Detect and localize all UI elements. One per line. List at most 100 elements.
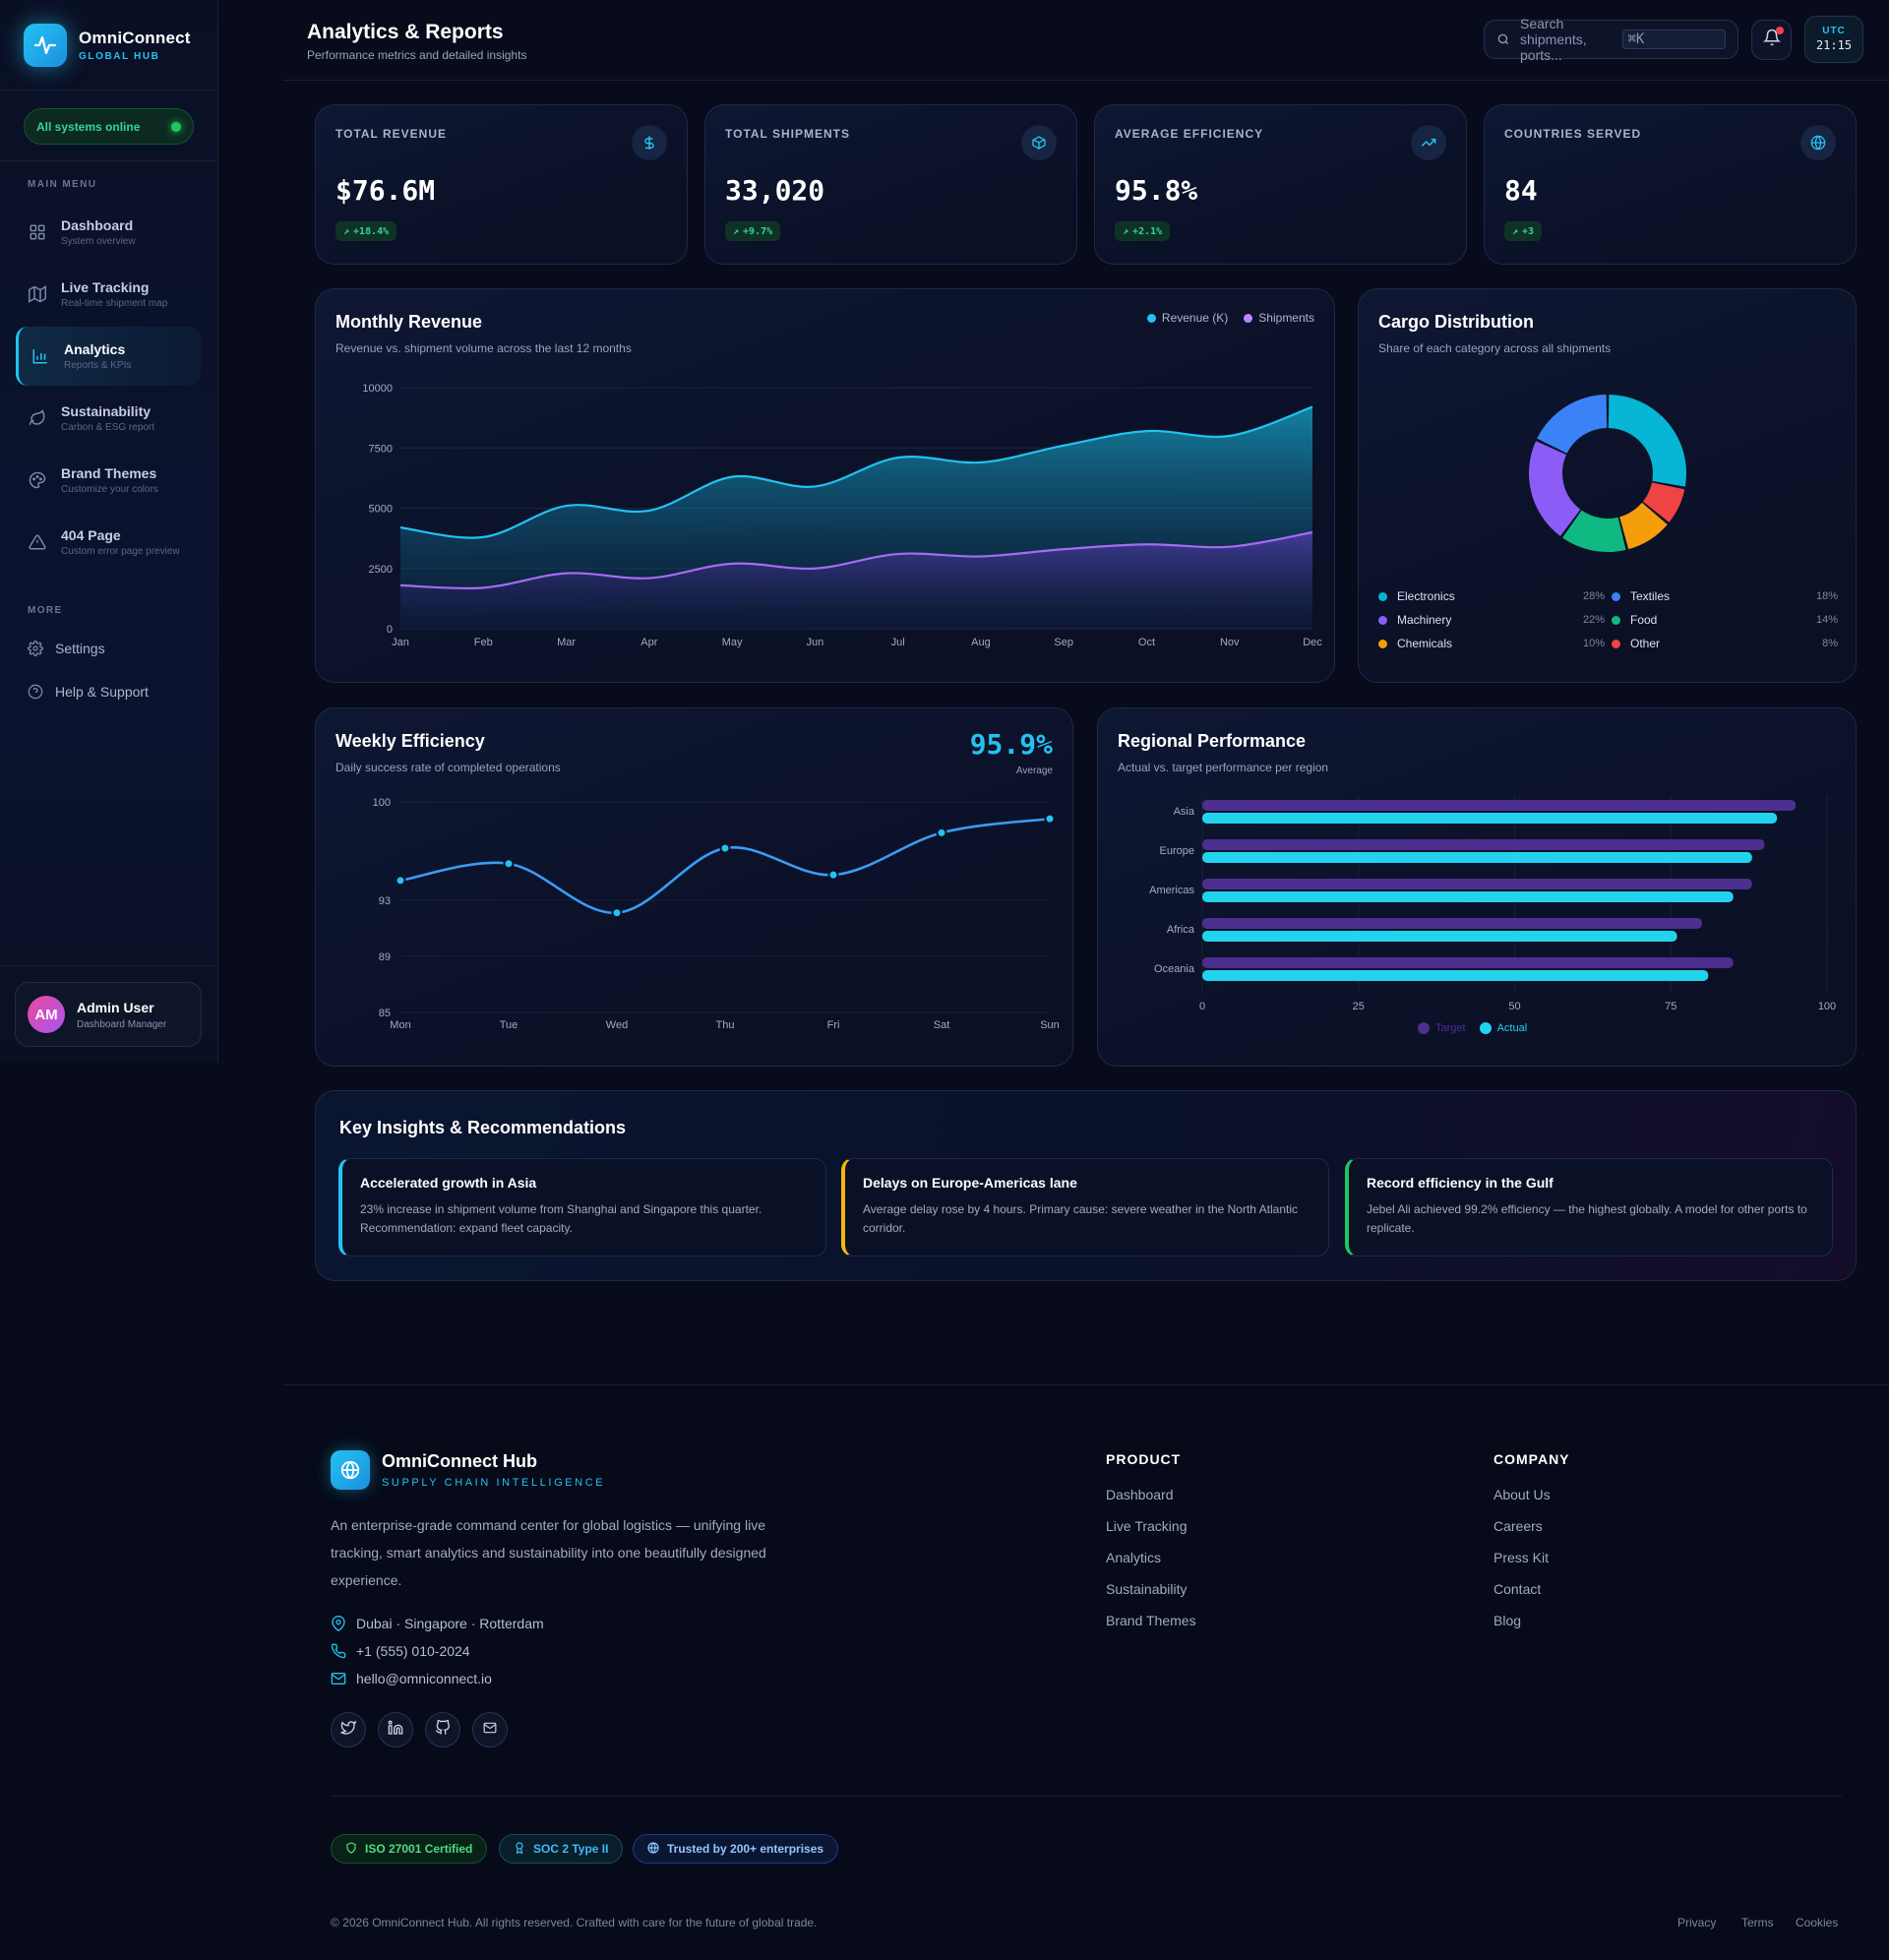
github-button[interactable] (425, 1712, 460, 1747)
legend-item: Textiles 18% (1612, 589, 1838, 603)
dollar-icon (632, 125, 667, 160)
warning-icon (28, 532, 47, 552)
badge-label: SOC 2 Type II (533, 1842, 609, 1856)
x-tick-label: Sep (1054, 637, 1073, 648)
data-point (395, 875, 406, 887)
sidebar-item-sustainability[interactable]: Sustainability Carbon & ESG report (16, 389, 201, 448)
legend-label: Revenue (K) (1161, 311, 1229, 325)
x-tick-label: Wed (606, 1019, 628, 1031)
sidebar-item-label: Live Tracking (61, 279, 150, 295)
legend-percent: 28% (1582, 590, 1605, 602)
weekly-efficiency-card: Weekly Efficiency Daily success rate of … (315, 707, 1073, 1067)
footer-link[interactable]: Press Kit (1493, 1550, 1550, 1565)
footer-link[interactable]: Brand Themes (1106, 1613, 1196, 1628)
leaf-icon (28, 408, 47, 428)
legend-percent: 8% (1822, 638, 1838, 649)
legend-percent: 14% (1815, 614, 1838, 626)
status-dot-icon (171, 121, 181, 132)
sidebar-item-analytics[interactable]: Analytics Reports & KPIs (16, 327, 201, 386)
y-tick-label: 100 (373, 797, 391, 809)
footer-link[interactable]: Live Tracking (1106, 1518, 1188, 1534)
footer-link[interactable]: About Us (1493, 1487, 1551, 1502)
kpi-value: 33,020 (725, 174, 825, 207)
series-line (399, 405, 1313, 539)
y-tick-label: 85 (379, 1008, 391, 1019)
sidebar-item-live-tracking[interactable]: Live Tracking Real-time shipment map (16, 265, 201, 324)
user-card[interactable]: AM Admin User Dashboard Manager (15, 982, 202, 1047)
y-tick-label: 5000 (369, 504, 393, 516)
clock-time: 21:15 (1815, 38, 1853, 52)
avatar: AM (28, 996, 65, 1033)
help-icon (28, 684, 43, 700)
footer-link[interactable]: Careers (1493, 1518, 1543, 1534)
bar-actual (1202, 931, 1677, 942)
insight-title: Record efficiency in the Gulf (1367, 1175, 1554, 1191)
footer-phone[interactable]: +1 (555) 010-2024 (331, 1643, 470, 1659)
trending-up-icon: ↗ (1123, 225, 1129, 237)
search-shortcut: ⌘K (1621, 30, 1726, 49)
regional-performance-card: Regional Performance Actual vs. target p… (1097, 707, 1857, 1067)
monthly-revenue-card: Monthly Revenue Revenue vs. shipment vol… (315, 288, 1335, 683)
kpi-card-average-efficiency: AVERAGE EFFICIENCY 95.8% ↗ +2.1% (1094, 104, 1467, 265)
insights-title: Key Insights & Recommendations (339, 1118, 627, 1137)
mail-icon (331, 1671, 346, 1686)
kpi-card-countries-served: COUNTRIES SERVED 84 ↗ +3 (1484, 104, 1857, 265)
award-icon (514, 1841, 525, 1857)
sidebar-item-sub: Real-time shipment map (61, 298, 168, 309)
chart-title: Cargo Distribution (1378, 312, 1534, 332)
sidebar-item-help[interactable]: Help & Support (28, 684, 149, 700)
weekly-efficiency-chart: 85 89 93 100 Mon Tue Wed Thu Fri Sat Sun (373, 797, 1060, 1031)
x-tick-label: Thu (716, 1019, 735, 1031)
footer-link[interactable]: Blog (1493, 1613, 1522, 1628)
footer-description: An enterprise-grade command center for g… (331, 1517, 766, 1588)
twitter-icon (340, 1719, 357, 1741)
x-tick-label: Dec (1303, 637, 1322, 648)
search-input[interactable]: Search shipments, ports... ⌘K (1484, 16, 1738, 63)
map-pin-icon (331, 1616, 346, 1632)
github-icon (435, 1719, 451, 1741)
notifications-button[interactable] (1751, 20, 1792, 60)
x-tick-label: Nov (1220, 637, 1240, 648)
x-tick-label: 100 (1818, 1001, 1836, 1012)
insight-title: Delays on Europe-Americas lane (863, 1175, 1077, 1191)
top-bar: Analytics & Reports Performance metrics … (283, 0, 1889, 81)
kpi-value: 84 (1504, 174, 1538, 207)
sidebar-item-404-page[interactable]: 404 Page Custom error page preview (16, 513, 201, 572)
footer-location: Dubai · Singapore · Rotterdam (331, 1616, 544, 1632)
legend-label: Other (1630, 637, 1661, 650)
kpi-value: 95.8% (1115, 174, 1198, 207)
phone-text: +1 (555) 010-2024 (356, 1643, 470, 1659)
privacy-link[interactable]: Privacy (1677, 1916, 1717, 1929)
footer-divider (331, 1796, 1842, 1797)
brand[interactable]: OmniConnect GLOBAL HUB (24, 24, 191, 67)
cookies-link[interactable]: Cookies (1796, 1916, 1839, 1929)
chart-subtitle: Share of each category across all shipme… (1378, 341, 1612, 355)
footer-link[interactable]: Dashboard (1106, 1487, 1174, 1502)
legend-item: Electronics 28% (1378, 589, 1605, 603)
terms-link[interactable]: Terms (1741, 1916, 1774, 1929)
linkedin-button[interactable] (378, 1712, 413, 1747)
footer-link[interactable]: Sustainability (1106, 1581, 1188, 1597)
footer-email[interactable]: hello@omniconnect.io (331, 1671, 492, 1686)
sidebar-item-dashboard[interactable]: Dashboard System overview (16, 203, 201, 262)
insight-card: Record efficiency in the Gulf Jebel Ali … (1345, 1158, 1833, 1256)
footer-link[interactable]: Analytics (1106, 1550, 1162, 1565)
footer-brand[interactable]: OmniConnect Hub SUPPLY CHAIN INTELLIGENCE (331, 1450, 605, 1490)
kpi-change-badge: ↗ +2.1% (1115, 221, 1171, 241)
bar-target (1202, 957, 1734, 968)
sidebar-item-brand-themes[interactable]: Brand Themes Customize your colors (16, 451, 201, 510)
kpi-label: COUNTRIES SERVED (1504, 127, 1642, 141)
email-button[interactable] (472, 1712, 508, 1747)
gear-icon (28, 641, 43, 656)
x-tick-label: Fri (827, 1019, 840, 1031)
system-status-label: All systems online (36, 119, 141, 134)
search-placeholder: Search shipments, ports... (1520, 16, 1587, 63)
sidebar-item-settings[interactable]: Settings (28, 641, 105, 656)
map-icon (28, 284, 47, 304)
twitter-button[interactable] (331, 1712, 366, 1747)
footer-link[interactable]: Contact (1493, 1581, 1542, 1597)
chart-subtitle: Revenue vs. shipment volume across the l… (335, 341, 632, 355)
insight-body: 23% increase in shipment volume from Sha… (360, 1202, 762, 1235)
sidebar: OmniConnect GLOBAL HUB All systems onlin… (0, 0, 218, 1063)
legend-swatch (1418, 1022, 1430, 1034)
